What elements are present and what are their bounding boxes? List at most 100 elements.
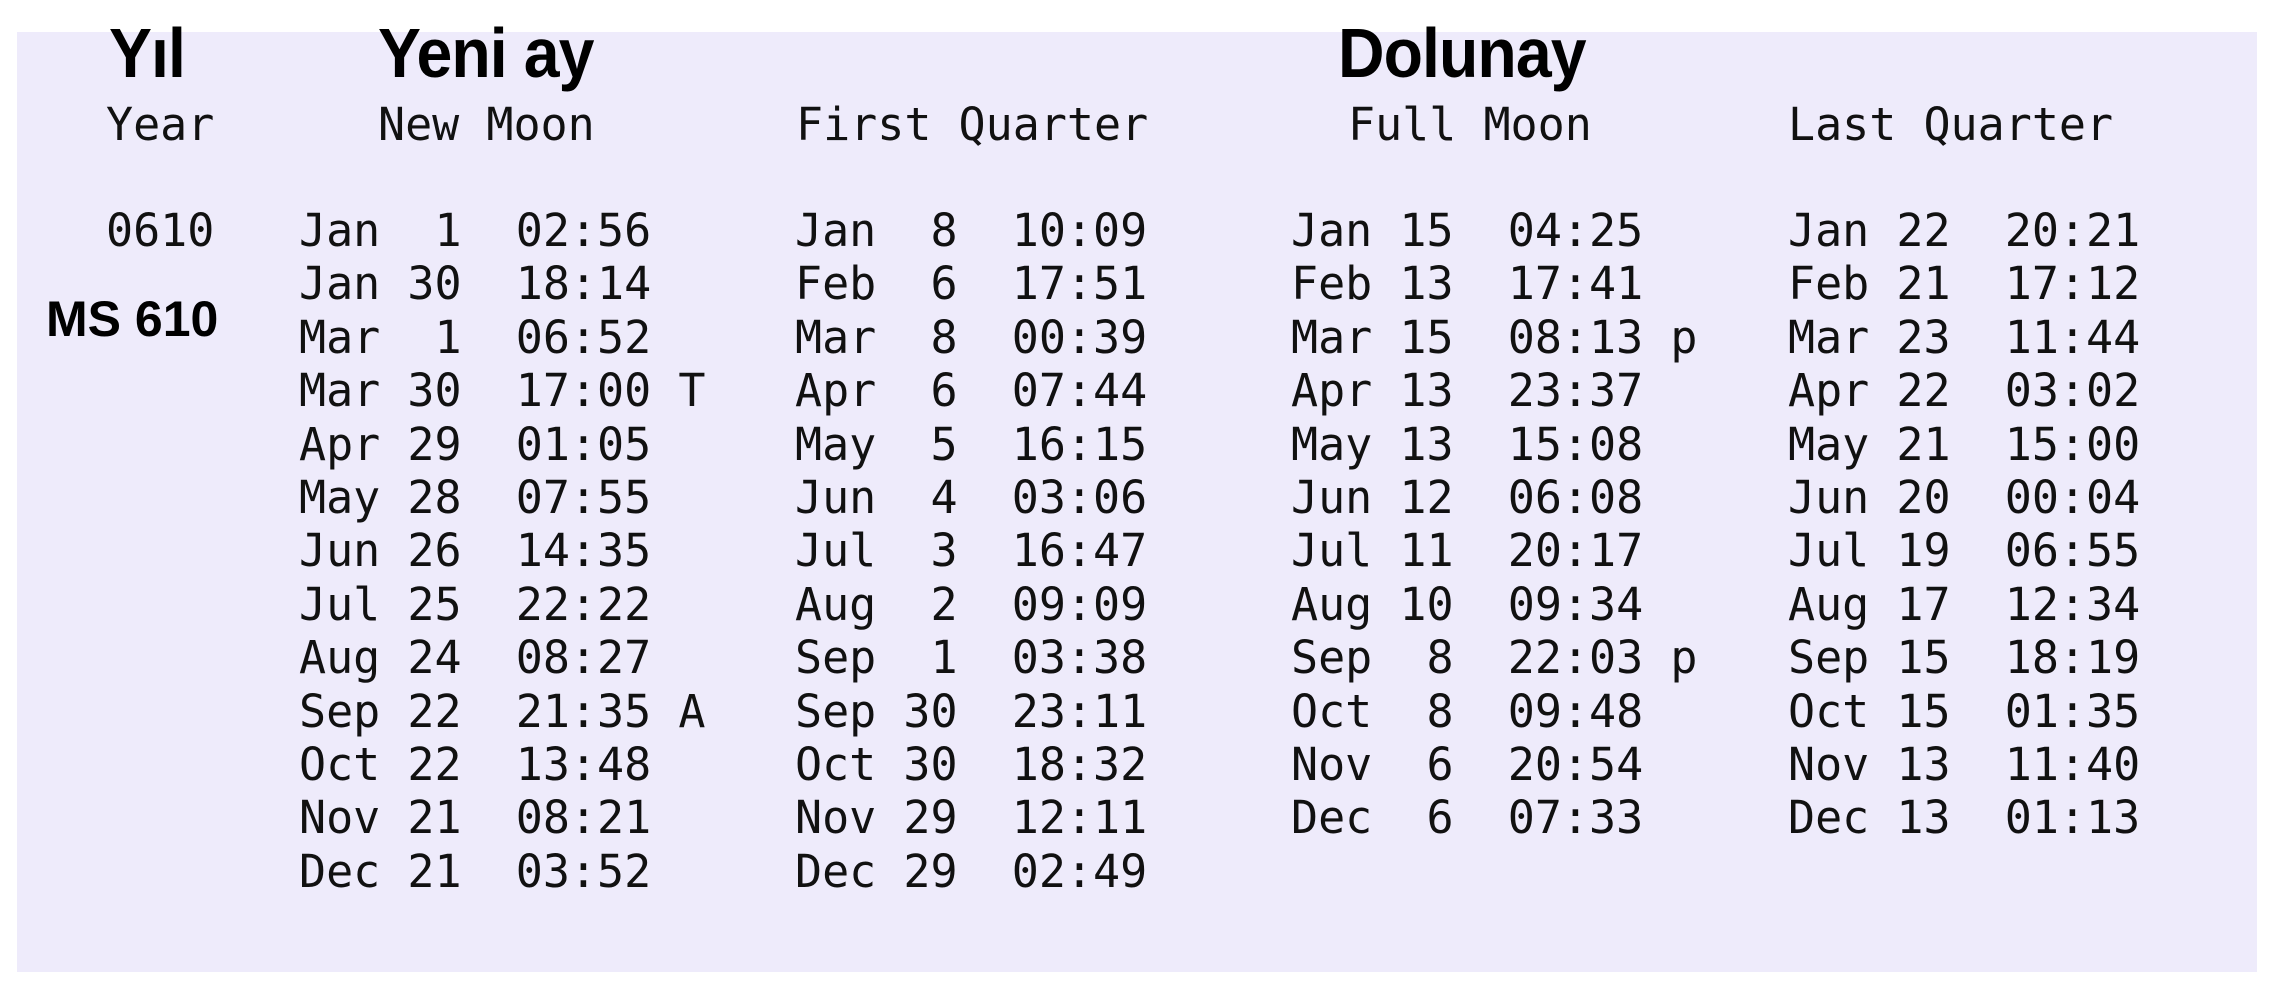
phase-date: Jan 15 xyxy=(1291,204,1454,257)
table-row: Oct 30 18:32 xyxy=(795,742,1147,795)
title-full-moon-turkish: Dolunay xyxy=(1338,14,1587,92)
phase-time: 18:32 xyxy=(1011,737,1148,791)
header-last-quarter: Last Quarter xyxy=(1788,98,2114,151)
table-row: Jan 1 02:56 xyxy=(299,208,705,261)
table-row: Oct 15 01:35 xyxy=(1788,689,2140,742)
phase-time: 15:08 xyxy=(1507,417,1644,471)
column-first-quarter: Jan 8 10:09 Feb 6 17:51 Mar 8 00:39 Apr 6 0… xyxy=(795,208,1147,902)
phase-date: Jul 3 xyxy=(795,524,958,578)
table-row: Jan 8 10:09 xyxy=(795,208,1147,261)
table-row: May 28 07:55 xyxy=(299,475,705,528)
table-row: Apr 6 07:44 xyxy=(795,368,1147,421)
phase-date: Apr 13 xyxy=(1291,364,1454,418)
phase-time: 17:51 xyxy=(1011,257,1148,311)
phase-time: 04:25 xyxy=(1507,204,1644,257)
phase-date: Apr 29 xyxy=(299,417,462,471)
phase-time: 15:00 xyxy=(2004,417,2141,471)
phase-date: Jul 25 xyxy=(299,577,462,631)
phase-date: Sep 30 xyxy=(795,684,958,738)
phase-date: Aug 2 xyxy=(795,577,958,631)
phase-date: Mar 1 xyxy=(299,310,462,364)
title-new-moon-turkish: Yeni ay xyxy=(378,14,594,92)
phase-time: 03:06 xyxy=(1011,470,1148,524)
table-row: Sep 15 18:19 xyxy=(1788,635,2140,688)
phase-time: 08:13 xyxy=(1507,310,1644,364)
phase-time: 21:35 xyxy=(515,684,652,738)
table-row: Nov 6 20:54 xyxy=(1291,742,1697,795)
header-year: Year xyxy=(106,98,215,151)
table-row: Sep 30 23:11 xyxy=(795,689,1147,742)
phase-time: 06:08 xyxy=(1507,470,1644,524)
table-row: Jun 20 00:04 xyxy=(1788,475,2140,528)
phase-date: Jul 19 xyxy=(1788,524,1951,578)
phase-time: 03:38 xyxy=(1011,631,1148,685)
table-row: Apr 22 03:02 xyxy=(1788,368,2140,421)
table-row: Mar 8 00:39 xyxy=(795,315,1147,368)
phase-time: 20:21 xyxy=(2004,204,2141,257)
phase-time: 17:41 xyxy=(1507,257,1644,311)
table-row: Dec 29 02:49 xyxy=(795,849,1147,902)
phase-date: Feb 21 xyxy=(1788,257,1951,311)
year-label: MS 610 xyxy=(46,291,219,347)
table-row: Jun 26 14:35 xyxy=(299,528,705,581)
phase-date: Nov 29 xyxy=(795,791,958,845)
table-row: Oct 22 13:48 xyxy=(299,742,705,795)
phase-date: Aug 17 xyxy=(1788,577,1951,631)
column-full-moon: Jan 15 04:25 Feb 13 17:41 Mar 15 08:13 p Ap… xyxy=(1291,208,1697,849)
header-new-moon: New Moon xyxy=(378,98,595,151)
phase-date: Jan 8 xyxy=(795,204,958,257)
phase-date: Dec 13 xyxy=(1788,791,1951,845)
table-row: Jul 3 16:47 xyxy=(795,528,1147,581)
phase-date: Jan 1 xyxy=(299,204,462,257)
table-row: Jan 22 20:21 xyxy=(1788,208,2140,261)
phase-time: 23:11 xyxy=(1011,684,1148,738)
phase-time: 09:34 xyxy=(1507,577,1644,631)
phase-time: 14:35 xyxy=(515,524,652,578)
table-row: May 13 15:08 xyxy=(1291,422,1697,475)
phase-date: Nov 21 xyxy=(299,791,462,845)
phase-time: 23:37 xyxy=(1507,364,1644,418)
phase-time: 11:44 xyxy=(2004,310,2141,364)
table-row: Jun 4 03:06 xyxy=(795,475,1147,528)
phase-time: 11:40 xyxy=(2004,737,2141,791)
phase-time: 17:12 xyxy=(2004,257,2141,311)
phase-time: 08:21 xyxy=(515,791,652,845)
phase-date: Jul 11 xyxy=(1291,524,1454,578)
phase-time: 12:34 xyxy=(2004,577,2141,631)
table-row: Jul 25 22:22 xyxy=(299,582,705,635)
eclipse-flag: T xyxy=(678,364,706,418)
phase-date: Dec 21 xyxy=(299,844,462,898)
phase-date: Nov 13 xyxy=(1788,737,1951,791)
phase-time: 07:33 xyxy=(1507,791,1644,845)
title-year-turkish: Yıl xyxy=(109,14,186,92)
phase-date: Feb 13 xyxy=(1291,257,1454,311)
phase-date: Aug 24 xyxy=(299,631,462,685)
phase-time: 03:52 xyxy=(515,844,652,898)
table-row: Aug 10 09:34 xyxy=(1291,582,1697,635)
phase-date: Dec 6 xyxy=(1291,791,1454,845)
phase-date: Oct 22 xyxy=(299,737,462,791)
column-new-moon: Jan 1 02:56 Jan 30 18:14 Mar 1 06:52 Mar 30… xyxy=(299,208,705,902)
table-row: Nov 29 12:11 xyxy=(795,795,1147,848)
phase-time: 12:11 xyxy=(1011,791,1148,845)
phase-date: Oct 15 xyxy=(1788,684,1951,738)
phase-date: Dec 29 xyxy=(795,844,958,898)
table-row: Jan 15 04:25 xyxy=(1291,208,1697,261)
phase-date: Jun 12 xyxy=(1291,470,1454,524)
table-row: Sep 1 03:38 xyxy=(795,635,1147,688)
phase-time: 01:35 xyxy=(2004,684,2141,738)
table-row: Mar 30 17:00 T xyxy=(299,368,705,421)
column-last-quarter: Jan 22 20:21 Feb 21 17:12 Mar 23 11:44 Apr … xyxy=(1788,208,2140,849)
table-row: Feb 13 17:41 xyxy=(1291,261,1697,314)
phase-date: Sep 22 xyxy=(299,684,462,738)
phase-time: 08:27 xyxy=(515,631,652,685)
table-row: Mar 15 08:13 p xyxy=(1291,315,1697,368)
table-row: Mar 23 11:44 xyxy=(1788,315,2140,368)
eclipse-flag: p xyxy=(1670,310,1698,364)
phase-time: 20:54 xyxy=(1507,737,1644,791)
phase-date: May 28 xyxy=(299,470,462,524)
phase-time: 01:05 xyxy=(515,417,652,471)
eclipse-flag: A xyxy=(678,684,706,738)
phase-date: Sep 1 xyxy=(795,631,958,685)
table-row: Aug 17 12:34 xyxy=(1788,582,2140,635)
